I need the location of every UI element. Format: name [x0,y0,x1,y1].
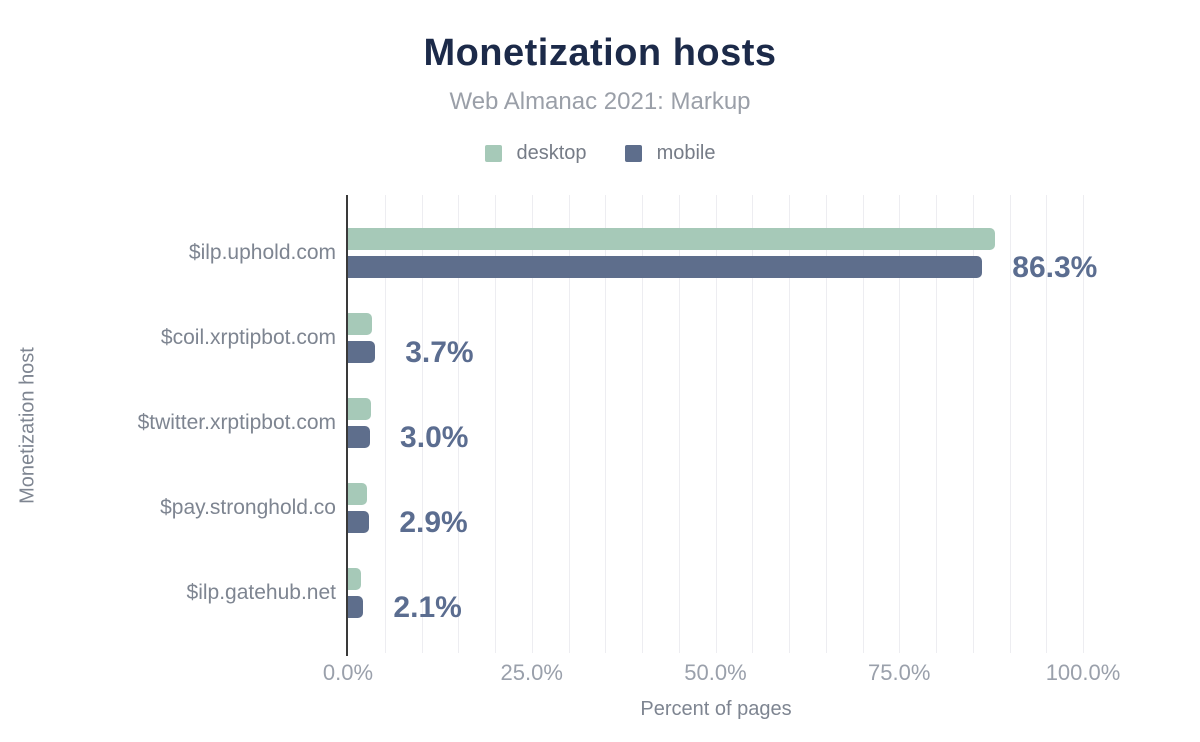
bar-mobile [348,426,371,448]
bar-desktop [348,228,995,250]
value-label: 3.7% [405,336,474,369]
gridline [825,195,827,653]
gridline [495,195,496,653]
chart-title: Monetization hosts [423,32,777,74]
value-label: 2.1% [393,591,462,624]
y-axis-line [346,195,348,656]
legend-label-desktop: desktop [516,142,587,164]
legend-swatch-mobile-icon [624,145,642,162]
gridline [531,195,533,653]
gridline [936,195,937,653]
x-tick-label: 50.0% [684,660,747,685]
bar-mobile [348,511,370,533]
value-label: 86.3% [1012,251,1098,284]
bar-desktop [348,483,368,505]
gridline [642,195,643,653]
gridline [1009,195,1011,653]
gridline [862,195,864,653]
value-label: 2.9% [399,506,468,539]
value-label: 3.0% [400,421,469,454]
gridline [421,195,423,653]
gridline [458,195,460,653]
bar-desktop [348,398,371,420]
bar-mobile [348,596,364,618]
legend: desktop mobile [0,142,1200,165]
gridline [605,195,607,653]
category-label: $ilp.gatehub.net [186,581,336,604]
gridline [789,195,790,653]
gridline [972,195,974,653]
category-label: $coil.xrptipbot.com [160,326,336,349]
x-axis-title: Percent of pages [640,698,792,720]
x-tick-label: 100.0% [1045,660,1121,685]
bar-desktop [348,568,362,590]
gridline [678,195,680,653]
gridline [1083,195,1084,653]
gridline [384,195,386,653]
bar-desktop [348,313,373,335]
category-label: $ilp.uphold.com [188,241,336,264]
x-tick-label: 75.0% [868,660,931,685]
gridline [752,195,754,653]
gridline [899,195,901,653]
chart-subtitle: Web Almanac 2021: Markup [449,88,751,115]
gridline [1046,195,1048,653]
x-tick-label: 0.0% [322,660,374,685]
legend-swatch-desktop-icon [484,145,502,162]
legend-item-desktop: desktop [484,142,587,165]
x-tick-label: 25.0% [500,660,563,685]
gridline [715,195,717,653]
gridline [568,195,570,653]
bar-mobile [348,256,983,278]
category-label: $twitter.xrptipbot.com [137,411,336,434]
legend-label-mobile: mobile [656,142,716,164]
legend-item-mobile: mobile [624,142,716,165]
category-label: $pay.stronghold.co [160,496,336,519]
bar-mobile [348,341,376,363]
